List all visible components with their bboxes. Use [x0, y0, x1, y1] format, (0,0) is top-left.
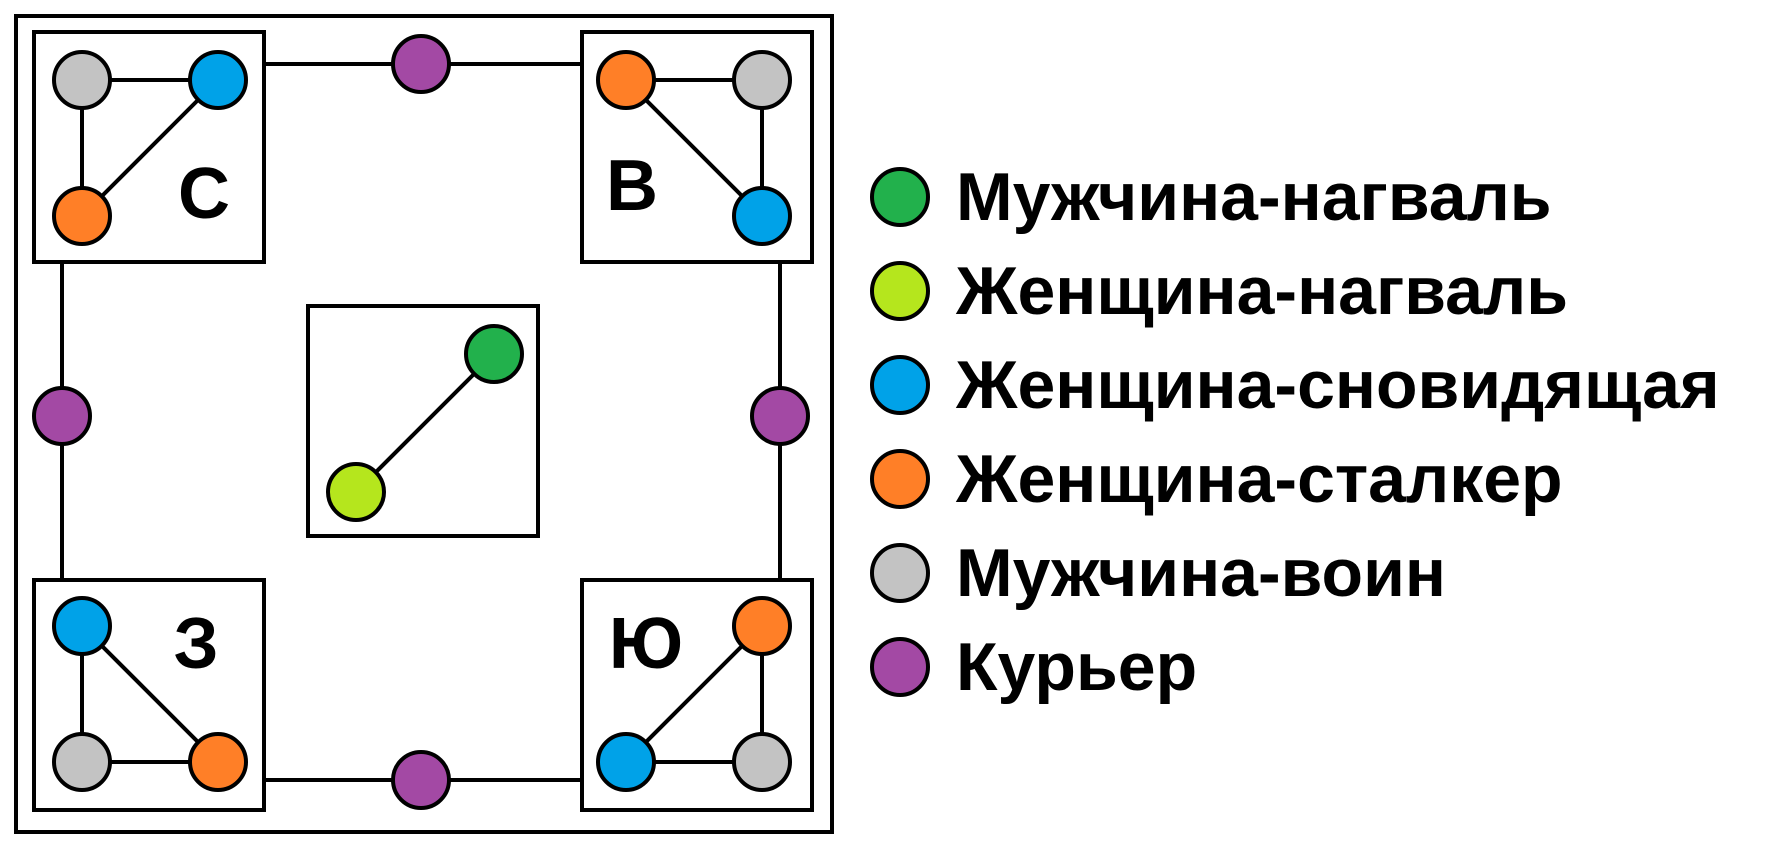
east-stalker-node — [596, 50, 656, 110]
legend-swatch-icon — [870, 261, 930, 321]
courier-node-left — [32, 386, 92, 446]
center-link-naguals — [354, 352, 496, 494]
legend-item: Мужчина-воин — [870, 526, 1720, 620]
courier-node-bottom — [391, 750, 451, 810]
party-structure-diagram: С В З Ю — [14, 14, 834, 834]
male-nagual-node — [464, 324, 524, 384]
courier-node-right — [750, 386, 810, 446]
west-stalker-node — [188, 732, 248, 792]
east-link-stalker-dreamer — [624, 78, 764, 218]
north-direction-label: С — [178, 154, 230, 234]
legend-label: Женщина-сновидящая — [956, 347, 1720, 423]
south-dreamer-node — [596, 732, 656, 792]
legend-swatch-icon — [870, 543, 930, 603]
legend-label: Курьер — [956, 629, 1198, 705]
north-warrior-node — [52, 50, 112, 110]
legend: Мужчина-нагваль Женщина-нагваль Женщина-… — [870, 150, 1720, 714]
legend-item: Мужчина-нагваль — [870, 150, 1720, 244]
legend-label: Женщина-сталкер — [956, 441, 1563, 517]
legend-item: Женщина-сновидящая — [870, 338, 1720, 432]
legend-label: Мужчина-воин — [956, 535, 1446, 611]
outer-frame — [14, 14, 834, 834]
legend-item: Женщина-нагваль — [870, 244, 1720, 338]
legend-item: Женщина-сталкер — [870, 432, 1720, 526]
south-warrior-node — [732, 732, 792, 792]
courier-node-top — [391, 34, 451, 94]
south-stalker-node — [732, 596, 792, 656]
east-warrior-node — [732, 50, 792, 110]
north-link-dreamer-stalker — [80, 78, 220, 218]
legend-swatch-icon — [870, 167, 930, 227]
west-dreamer-node — [52, 596, 112, 656]
female-nagual-node — [326, 462, 386, 522]
legend-swatch-icon — [870, 355, 930, 415]
south-link-stalker-dreamer — [624, 624, 764, 764]
south-direction-label: Ю — [609, 604, 683, 684]
legend-item: Курьер — [870, 620, 1720, 714]
legend-swatch-icon — [870, 449, 930, 509]
legend-swatch-icon — [870, 637, 930, 697]
legend-label: Женщина-нагваль — [956, 253, 1568, 329]
west-link-dreamer-stalker — [80, 624, 220, 764]
legend-label: Мужчина-нагваль — [956, 159, 1552, 235]
north-dreamer-node — [188, 50, 248, 110]
west-warrior-node — [52, 732, 112, 792]
east-dreamer-node — [732, 186, 792, 246]
east-direction-label: В — [606, 146, 658, 226]
north-stalker-node — [52, 186, 112, 246]
west-direction-label: З — [173, 604, 218, 684]
